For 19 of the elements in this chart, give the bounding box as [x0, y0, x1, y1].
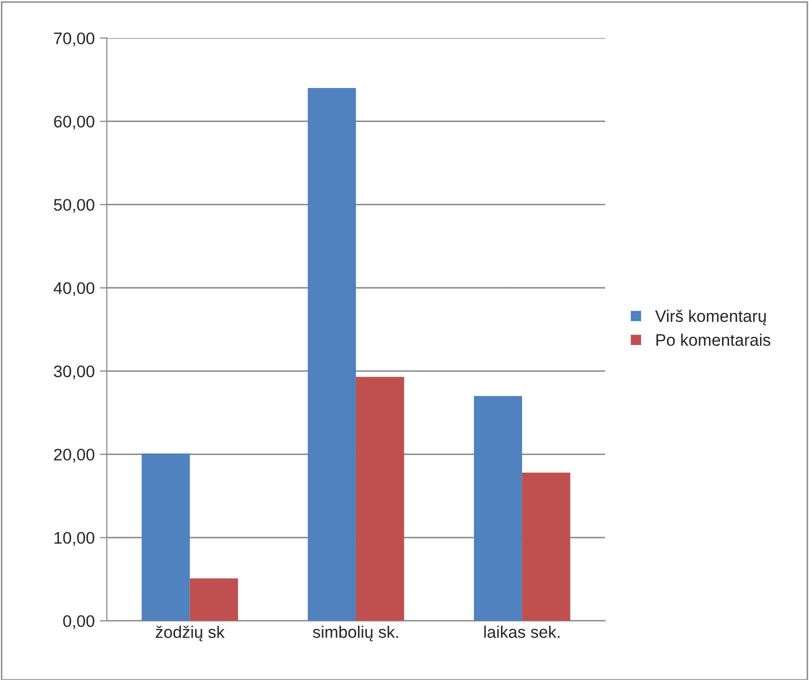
bar	[522, 472, 570, 621]
bar	[190, 578, 238, 621]
y-tick-label: 30,00	[54, 365, 94, 380]
bar	[356, 376, 404, 621]
y-tick-label: 0,00	[63, 615, 94, 630]
bar	[474, 396, 522, 621]
y-tick-label: 10,00	[54, 532, 94, 546]
legend-label: Virš komentarų	[655, 310, 766, 326]
bar	[142, 454, 190, 621]
y-tick-label: 50,00	[54, 198, 94, 213]
x-tick-label: žodžių sk	[156, 626, 225, 642]
y-tick-label: 70,00	[54, 32, 94, 46]
bar	[308, 88, 356, 621]
x-tick-label: simbolių sk.	[312, 626, 398, 642]
legend-label: Po komentarais	[656, 334, 770, 346]
x-tick-label: laikas sek.	[484, 626, 560, 638]
y-tick-label: 40,00	[54, 282, 94, 296]
y-tick-label: 60,00	[54, 116, 94, 130]
y-tick-label: 20,00	[54, 448, 94, 463]
